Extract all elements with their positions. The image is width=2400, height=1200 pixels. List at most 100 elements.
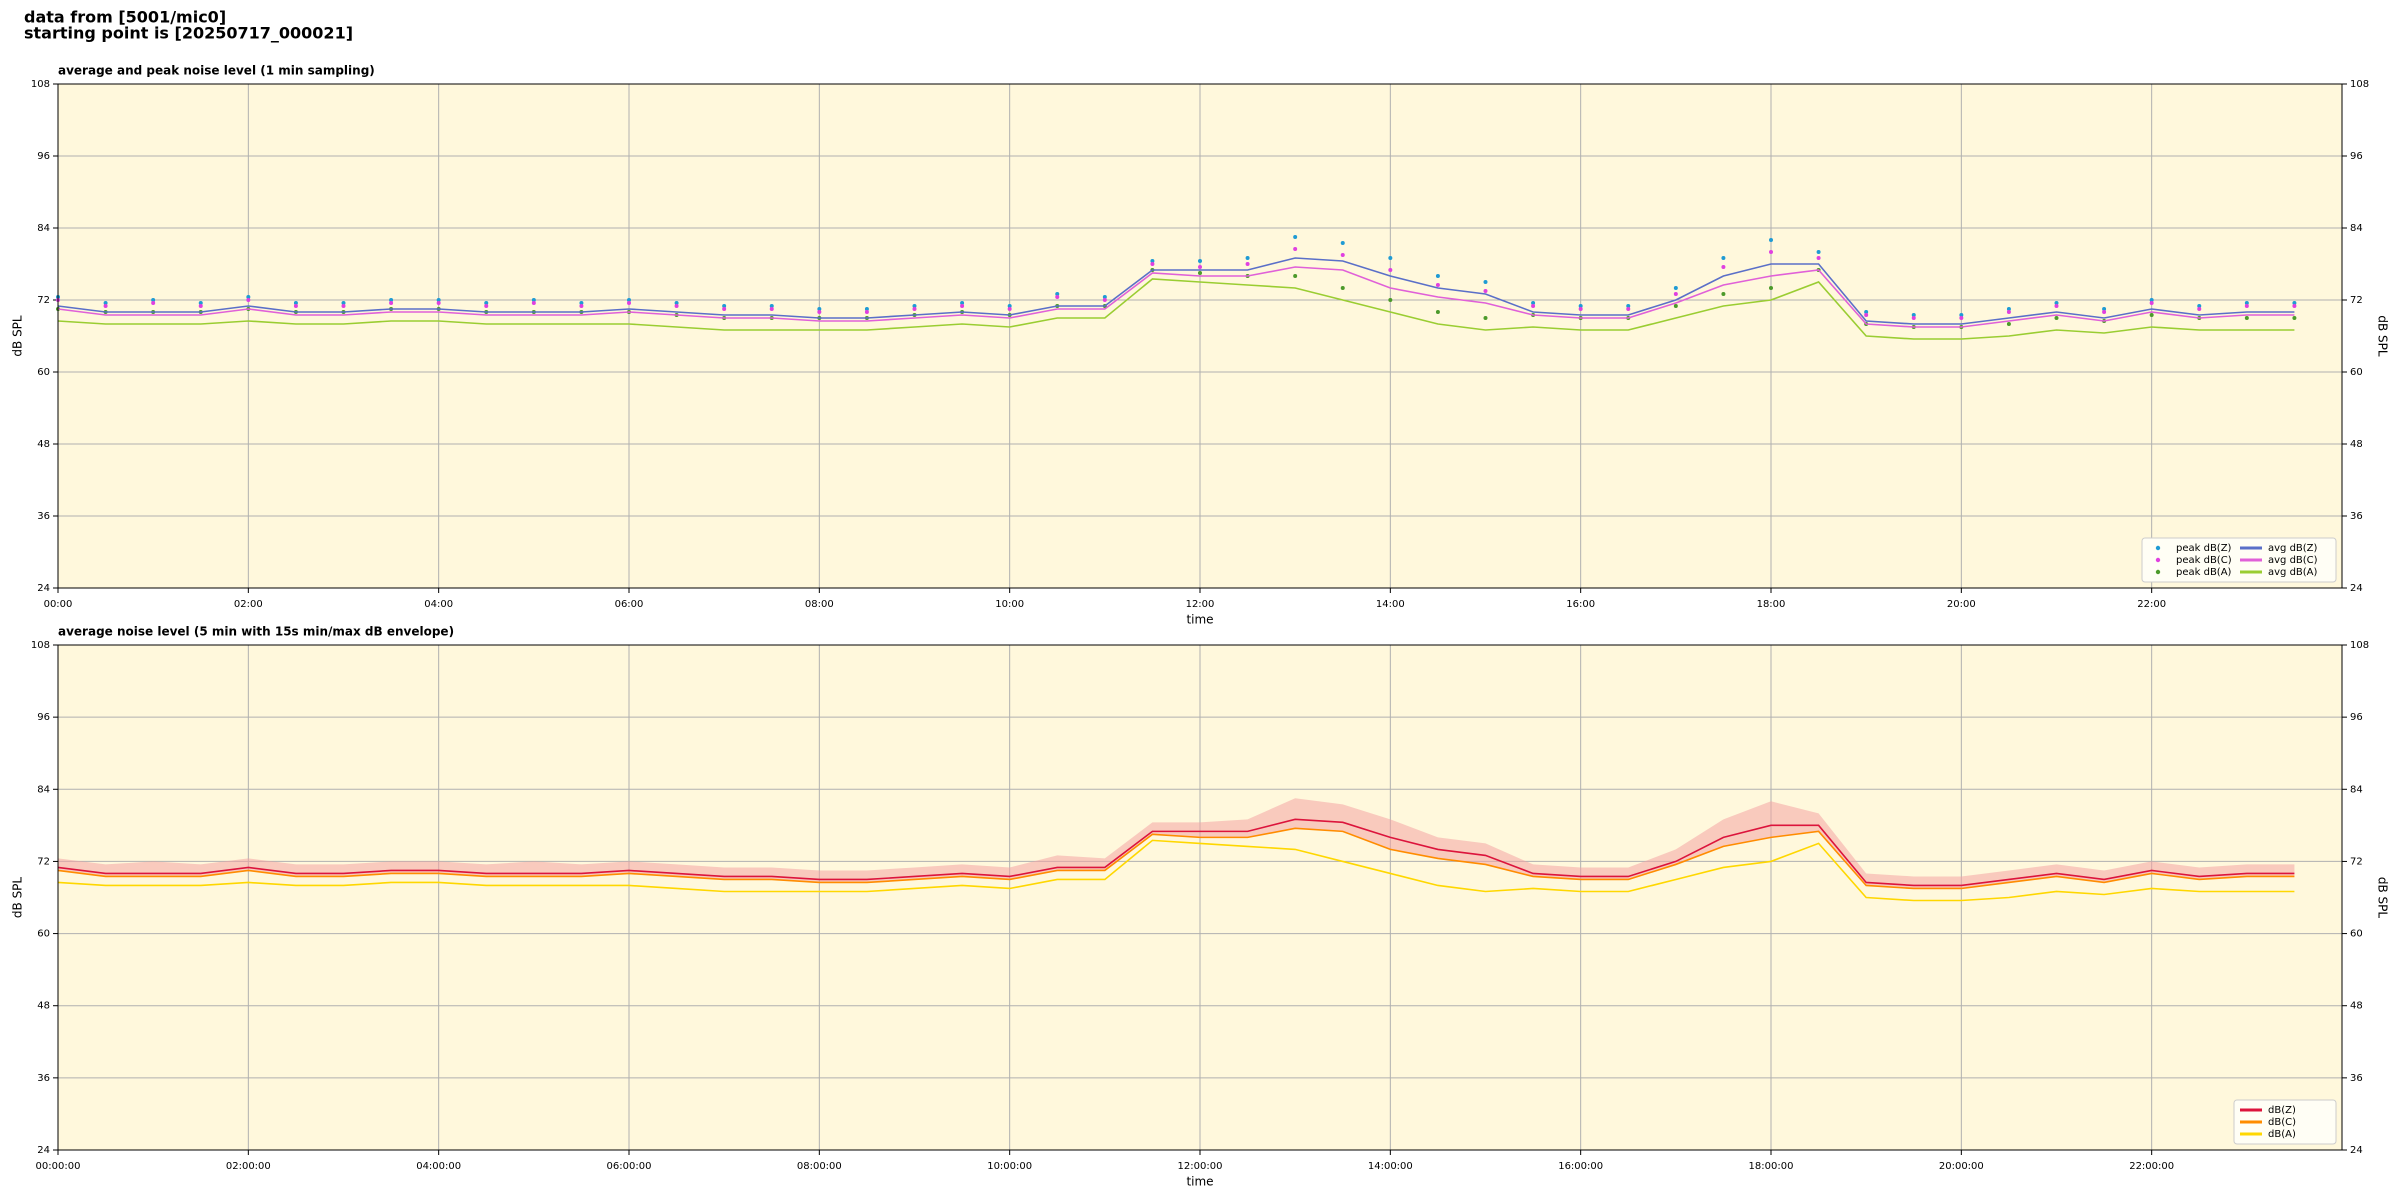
peak-point [1721, 265, 1726, 269]
y2-tick-label: 96 [2350, 151, 2363, 162]
peak-point [484, 304, 489, 308]
peak-point [293, 301, 298, 305]
y2-tick-label: 108 [2350, 79, 2369, 90]
legend-label: peak dB(A) [2176, 567, 2232, 578]
y-tick-label: 24 [37, 583, 50, 594]
peak-point [293, 304, 298, 308]
peak-point [103, 304, 108, 308]
chart-title: average and peak noise level (1 min samp… [58, 64, 375, 78]
peak-point [531, 301, 536, 305]
header-source: data from [5001/mic0] [24, 8, 226, 27]
series-line [57, 839, 2295, 902]
chart-panel: average and peak noise level (1 min samp… [11, 64, 2390, 627]
x-tick-label: 18:00 [1757, 599, 1786, 610]
peak-point [1816, 256, 1821, 260]
legend-marker [2155, 557, 2161, 563]
y-tick-label: 96 [37, 712, 50, 723]
legend-label: avg dB(C) [2268, 555, 2318, 566]
legend-label: avg dB(A) [2268, 567, 2318, 578]
series-line [57, 278, 2295, 340]
peak-point [1959, 316, 1964, 320]
peak-point [2006, 322, 2011, 326]
peak-point [817, 310, 822, 314]
peak-point [2054, 301, 2059, 305]
peak-point [151, 301, 156, 305]
y-axis-label: dB SPL [11, 877, 25, 919]
peak-point [1769, 238, 1773, 242]
peak-point [2006, 307, 2011, 311]
y2-tick-label: 84 [2350, 784, 2363, 795]
y-tick-label: 36 [37, 511, 50, 522]
peak-point [1340, 286, 1345, 290]
peak-point [2244, 316, 2249, 320]
peak-point [1483, 316, 1488, 320]
peak-point [1578, 304, 1583, 308]
x-tick-label: 08:00 [805, 599, 834, 610]
x-tick-label: 08:00:00 [797, 1161, 842, 1172]
x-tick-label: 16:00:00 [1558, 1161, 1603, 1172]
peak-point [1293, 247, 1298, 251]
peak-point [436, 298, 441, 302]
peak-point [1007, 304, 1012, 308]
peak-point [1055, 292, 1060, 296]
peak-point [2197, 304, 2202, 308]
peak-point [1340, 241, 1345, 245]
peak-point [1245, 256, 1250, 260]
chart-title: average noise level (5 min with 15s min/… [58, 625, 454, 639]
peak-point [246, 298, 251, 302]
peak-point [1435, 283, 1440, 287]
peak-point [1388, 256, 1393, 260]
peak-point [579, 304, 584, 308]
series-line [57, 257, 2295, 325]
peak-point [1293, 274, 1298, 278]
peak-point [769, 304, 774, 308]
y-tick-label: 108 [31, 640, 50, 651]
y-tick-label: 48 [37, 439, 50, 450]
x-tick-label: 16:00 [1566, 599, 1595, 610]
legend-label: dB(A) [2268, 1129, 2296, 1140]
peak-point [1388, 298, 1393, 302]
y2-tick-label: 48 [2350, 439, 2363, 450]
y2-tick-label: 84 [2350, 223, 2363, 234]
peak-point [1578, 307, 1583, 311]
peak-point [1911, 313, 1916, 317]
legend-marker [2155, 569, 2161, 575]
y-tick-label: 60 [37, 929, 50, 940]
peak-point [1721, 292, 1726, 296]
peak-point [2006, 310, 2011, 314]
peak-point [674, 304, 679, 308]
peak-point [2197, 307, 2202, 311]
peak-point [912, 304, 917, 308]
y2-tick-label: 36 [2350, 1073, 2363, 1084]
peak-point [1911, 316, 1916, 320]
envelope-area [58, 798, 2295, 889]
peak-point [2292, 301, 2297, 305]
peak-point [1198, 259, 1202, 263]
x-tick-label: 22:00:00 [2129, 1161, 2174, 1172]
x-tick-label: 00:00:00 [36, 1161, 81, 1172]
peak-point [1007, 307, 1012, 311]
x-tick-label: 02:00:00 [226, 1161, 271, 1172]
x-tick-label: 10:00 [995, 599, 1024, 610]
peak-point [198, 304, 203, 308]
y2-tick-label: 72 [2350, 295, 2363, 306]
peak-point [2292, 304, 2297, 308]
series-line [57, 266, 2295, 328]
x-tick-label: 04:00:00 [416, 1161, 461, 1172]
peak-point [103, 301, 108, 305]
x-tick-label: 12:00:00 [1178, 1161, 1223, 1172]
peak-point [1340, 253, 1345, 257]
peak-point [1531, 304, 1536, 308]
peak-point [1198, 265, 1202, 269]
y2-axis-label: dB SPL [2376, 877, 2390, 919]
peak-point [1102, 298, 1107, 302]
peak-point [2102, 310, 2107, 314]
x-tick-label: 20:00 [1947, 599, 1976, 610]
y-tick-label: 48 [37, 1001, 50, 1012]
peak-point [1673, 304, 1678, 308]
peak-point [1055, 295, 1060, 299]
x-tick-label: 20:00:00 [1939, 1161, 1984, 1172]
y2-tick-label: 60 [2350, 929, 2363, 940]
peak-point [722, 304, 727, 308]
plot-frame [57, 644, 2343, 1151]
